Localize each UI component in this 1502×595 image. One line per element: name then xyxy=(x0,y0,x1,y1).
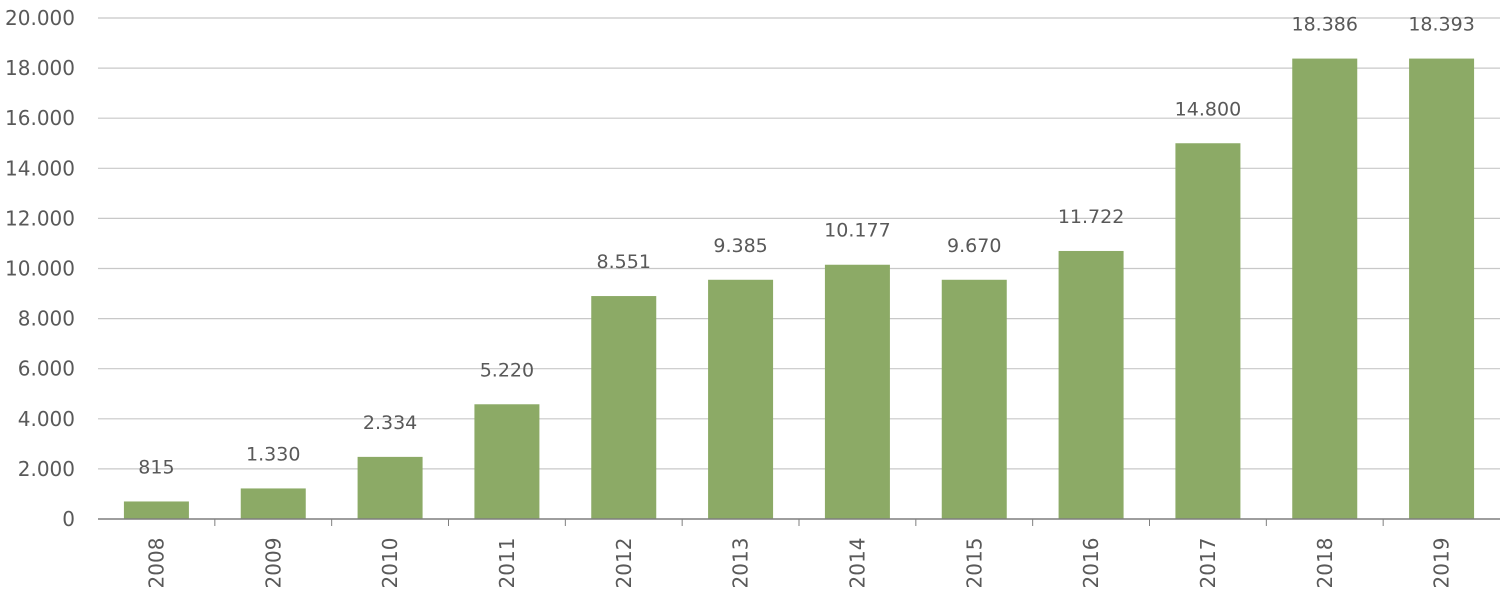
bar-2017 xyxy=(1175,143,1241,519)
x-tick-label-2011: 2011 xyxy=(495,538,519,589)
data-label-2008: 815 xyxy=(138,456,174,478)
data-label-2018: 18.386 xyxy=(1292,14,1358,36)
bar-2009 xyxy=(240,488,306,519)
x-tick-label-2018: 2018 xyxy=(1313,538,1337,589)
x-tick-label-2016: 2016 xyxy=(1079,538,1103,589)
data-label-2010: 2.334 xyxy=(363,412,417,434)
bar-2013 xyxy=(708,279,774,519)
y-tick-label: 2.000 xyxy=(18,457,75,481)
bar-2012 xyxy=(591,296,657,519)
x-axis: 2008 2009 2010 2011 2012 2013 2014 2015 2016 2017… xyxy=(98,518,1500,589)
x-tick-label-2017: 2017 xyxy=(1196,538,1220,589)
data-label-2012: 8.551 xyxy=(597,251,651,273)
bars xyxy=(123,58,1475,520)
y-axis: 0 2.000 4.000 6.000 8.000 10.000 12.000 14.000 1… xyxy=(5,6,75,531)
y-tick-label: 12.000 xyxy=(5,206,75,230)
x-tick-label-2012: 2012 xyxy=(612,538,636,589)
bar-2019 xyxy=(1409,58,1475,520)
y-tick-label: 14.000 xyxy=(5,156,75,180)
y-tick-label: 16.000 xyxy=(5,106,75,130)
y-tick-label: 8.000 xyxy=(18,307,75,331)
bar-2011 xyxy=(474,404,540,519)
data-label-2009: 1.330 xyxy=(246,443,300,465)
data-label-2011: 5.220 xyxy=(480,359,534,381)
bar-2016 xyxy=(1058,250,1124,519)
gridlines xyxy=(98,17,1500,470)
bar-2015 xyxy=(941,279,1007,519)
x-tick-label-2019: 2019 xyxy=(1430,538,1454,589)
x-tick-label-2008: 2008 xyxy=(144,538,168,589)
y-tick-label: 10.000 xyxy=(5,257,75,281)
data-label-2016: 11.722 xyxy=(1058,206,1124,228)
y-tick-label: 18.000 xyxy=(5,56,75,80)
data-labels: 815 1.330 2.334 5.220 8.551 9.385 10.177 9.670 1… xyxy=(138,14,1475,479)
y-tick-label: 4.000 xyxy=(18,407,75,431)
data-label-2019: 18.393 xyxy=(1408,14,1474,36)
bar-2008 xyxy=(123,501,189,519)
y-tick-label: 6.000 xyxy=(18,357,75,381)
bar-2010 xyxy=(357,456,423,519)
x-tick-label-2009: 2009 xyxy=(261,538,285,589)
x-tick-label-2013: 2013 xyxy=(729,538,753,589)
data-label-2015: 9.670 xyxy=(947,235,1001,257)
data-label-2013: 9.385 xyxy=(713,235,767,257)
x-tick-label-2010: 2010 xyxy=(378,538,402,589)
data-label-2017: 14.800 xyxy=(1175,98,1241,120)
bar-2014 xyxy=(824,264,890,519)
bar-2018 xyxy=(1292,58,1358,520)
y-tick-label: 0 xyxy=(62,507,75,531)
x-tick-label-2014: 2014 xyxy=(845,538,869,589)
x-tick-label-2015: 2015 xyxy=(962,538,986,589)
data-label-2014: 10.177 xyxy=(824,220,890,242)
y-tick-label: 20.000 xyxy=(5,6,75,30)
